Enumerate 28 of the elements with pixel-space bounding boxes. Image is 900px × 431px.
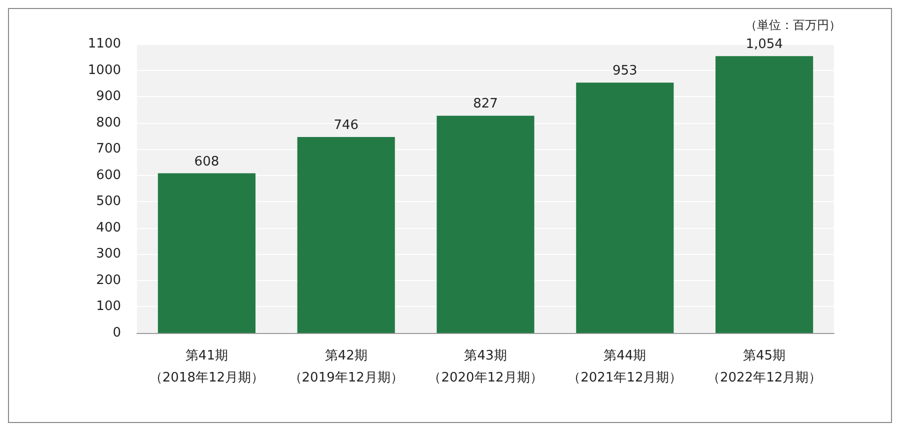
x-tick-label: 第42期（2019年12月期） [288,348,404,386]
data-label: 608 [194,154,220,170]
y-tick-label: 1100 [88,36,121,52]
y-tick-label: 500 [96,194,121,210]
x-tick-label: 第43期（2020年12月期） [428,348,543,386]
y-tick-label: 900 [96,89,121,104]
y-tick-label: 1000 [88,62,121,78]
bar [436,116,534,333]
y-tick-label: 600 [96,168,121,183]
data-label: 953 [612,64,638,79]
y-tick-label: 300 [96,246,121,262]
y-tick-label: 200 [96,272,121,288]
data-label: 1,054 [746,37,783,52]
x-tick-label: 第44期（2021年12月期） [568,348,682,386]
bar [158,173,256,333]
bar [297,137,395,333]
y-tick-label: 700 [96,142,121,157]
y-tick-label: 400 [96,220,121,236]
data-label: 746 [334,118,359,134]
data-label: 827 [473,96,498,112]
bar [716,56,814,333]
y-tick-label: 0 [112,326,121,340]
text: （単位：百万円） [745,18,841,32]
bar [576,82,674,333]
x-tick-label: 第41期（2018年12月期） [149,348,264,386]
x-tick-label: 第45期（2022年12月期） [706,348,822,386]
y-tick-label: 100 [96,299,121,314]
y-tick-label: 800 [96,115,121,130]
